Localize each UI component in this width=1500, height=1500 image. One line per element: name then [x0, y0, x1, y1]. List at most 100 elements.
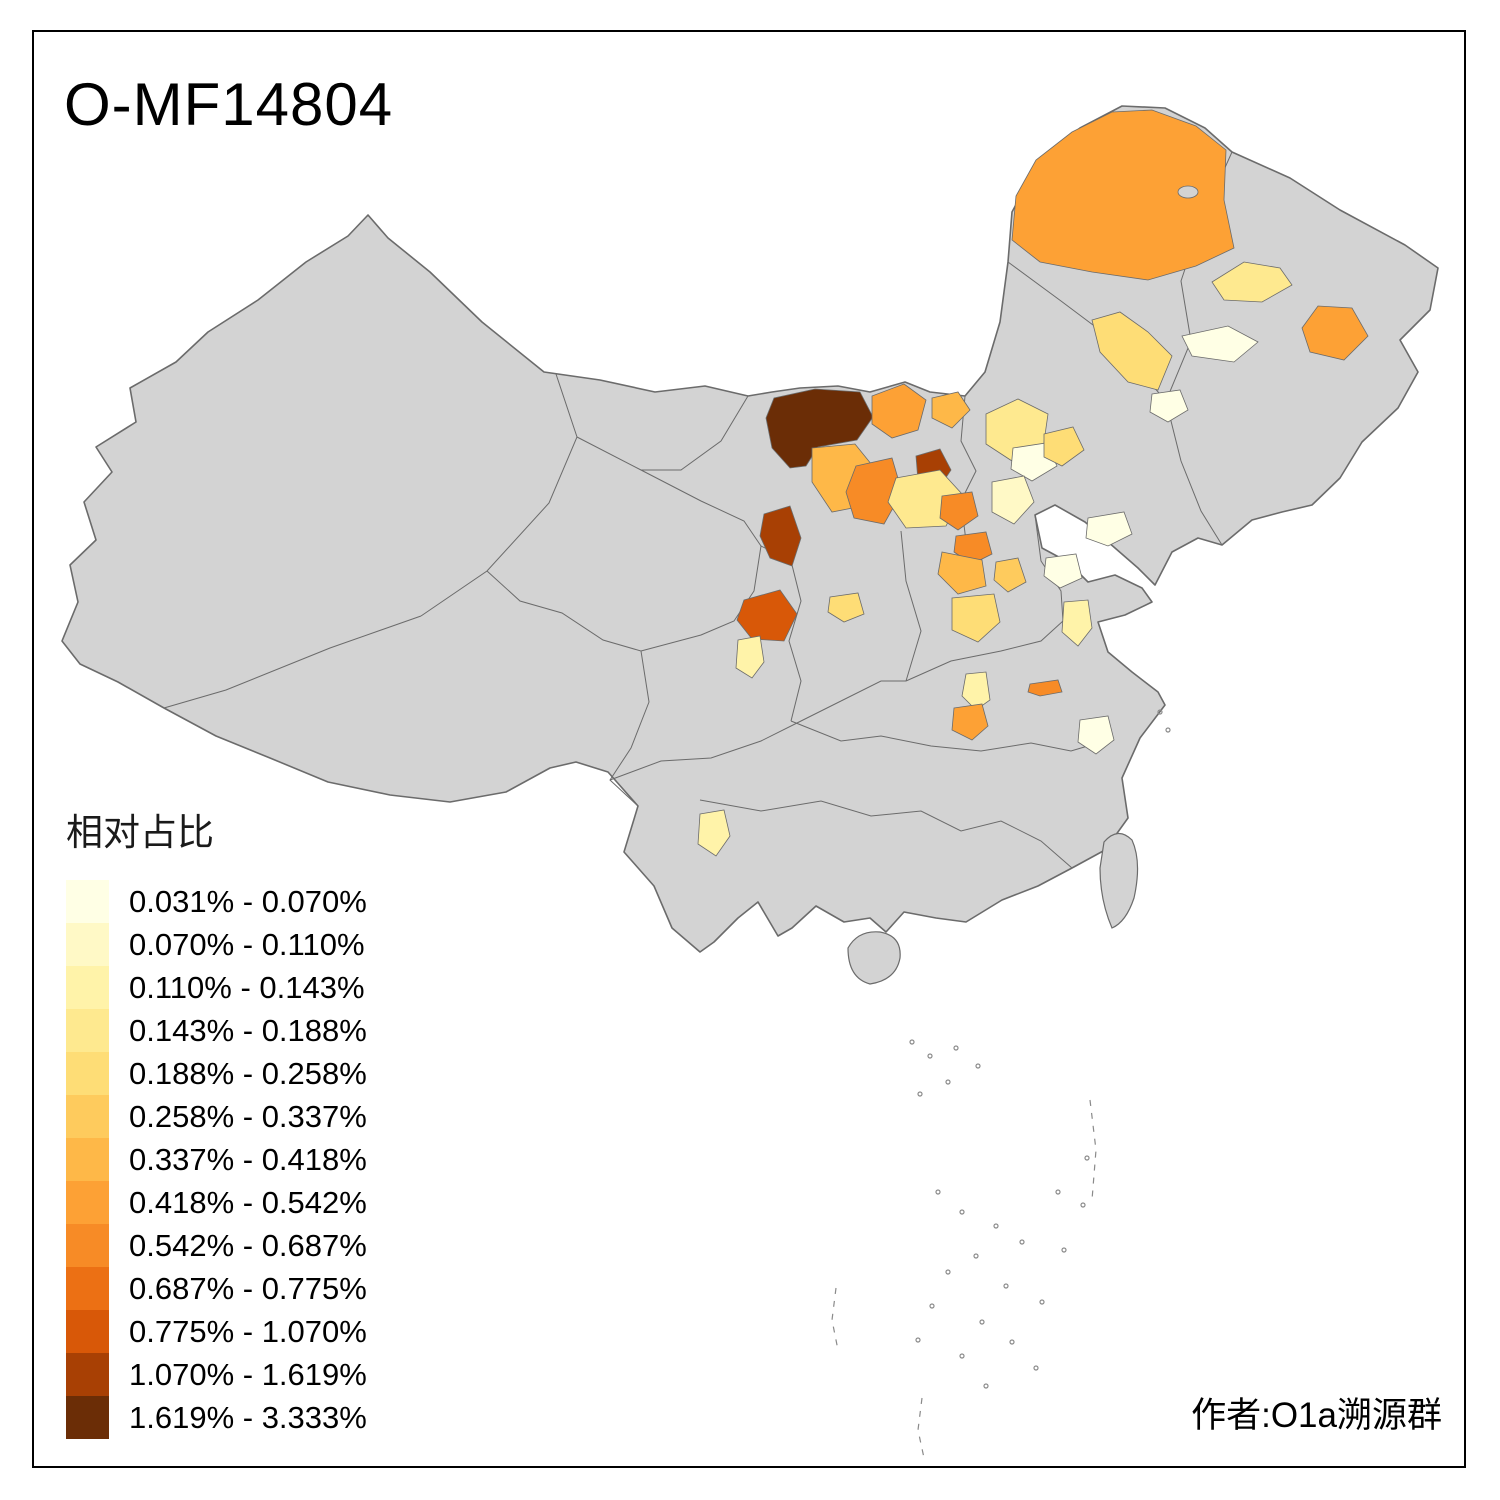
legend-title: 相对占比 [66, 812, 214, 853]
legend-swatch [66, 1396, 109, 1439]
choropleth-region [951, 593, 1001, 643]
province-border [641, 395, 749, 471]
sea-islet [935, 1189, 941, 1195]
choropleth-region [951, 703, 989, 741]
province-border [900, 530, 922, 682]
island-taiwan [1099, 832, 1139, 929]
legend-swatch [66, 1009, 109, 1052]
province-border [420, 373, 578, 617]
legend: 相对占比 0.031% - 0.070% 0.070% - 0.110% 0.110… [66, 802, 367, 1439]
choropleth-region [993, 557, 1027, 593]
legend-swatch [66, 880, 109, 923]
choropleth-region [939, 491, 979, 531]
sea-dashed-line [917, 1397, 925, 1459]
choropleth-region [961, 671, 991, 711]
legend-row: 0.258% - 0.337% [66, 1095, 367, 1138]
legend-label: 1.070% - 1.619% [129, 1356, 367, 1392]
legend-label: 0.687% - 0.775% [129, 1270, 367, 1306]
legend-row: 1.070% - 1.619% [66, 1353, 367, 1396]
legend-label: 0.542% - 0.687% [129, 1227, 367, 1263]
legend-swatch [66, 1267, 109, 1310]
sea-islet [959, 1209, 965, 1215]
legend-row: 0.070% - 0.110% [66, 923, 367, 966]
sea-islet [1009, 1339, 1015, 1345]
choropleth-region [931, 391, 971, 429]
choropleth-region [1091, 311, 1173, 391]
choropleth-region [736, 589, 798, 642]
choropleth-region [1149, 389, 1189, 423]
legend-label: 0.031% - 0.070% [129, 883, 367, 919]
legend-swatch [66, 1095, 109, 1138]
choropleth-region [1043, 426, 1085, 467]
sea-islet [1157, 709, 1163, 715]
sea-islet [973, 1253, 979, 1259]
legend-label: 0.070% - 0.110% [129, 926, 365, 962]
choropleth-region [871, 383, 927, 439]
sea-islet [945, 1269, 951, 1275]
legend-swatch [66, 1353, 109, 1396]
legend-label: 1.619% - 3.333% [129, 1399, 367, 1435]
sea-islet [1165, 727, 1171, 733]
choropleth-region [1301, 305, 1369, 361]
sea-islet [993, 1223, 999, 1229]
sea-islet [909, 1039, 915, 1045]
choropleth-region [1027, 679, 1063, 697]
legend-row: 0.110% - 0.143% [66, 966, 367, 1009]
sea-islet [929, 1303, 935, 1309]
sea-islet [917, 1091, 923, 1097]
legend-label: 0.258% - 0.337% [129, 1098, 367, 1134]
sea-islet [1080, 1202, 1086, 1208]
sea-islet [945, 1079, 951, 1085]
sea-islet [979, 1319, 985, 1325]
sea-islet [1033, 1365, 1039, 1371]
province-border [699, 799, 1073, 869]
sea-dashed-line [1089, 1099, 1097, 1201]
sea-islet [927, 1053, 933, 1059]
choropleth-region [1011, 109, 1235, 281]
sea-islet [953, 1045, 959, 1051]
choropleth-region [697, 809, 731, 857]
legend-label: 0.337% - 0.418% [129, 1141, 367, 1177]
choropleth-region [827, 592, 865, 623]
legend-label: 0.418% - 0.542% [129, 1184, 367, 1220]
sea-islet [975, 1063, 981, 1069]
legend-row: 0.775% - 1.070% [66, 1310, 367, 1353]
sea-islet [983, 1383, 989, 1389]
choropleth-region [1211, 261, 1293, 303]
legend-label: 0.775% - 1.070% [129, 1313, 367, 1349]
sea-islet [1061, 1247, 1067, 1253]
choropleth-region [1181, 325, 1259, 363]
choropleth-region [759, 505, 802, 567]
province-border [609, 700, 842, 781]
legend-row: 0.418% - 0.542% [66, 1181, 367, 1224]
province-border [163, 615, 422, 709]
sea-islet [1055, 1189, 1061, 1195]
legend-label: 0.110% - 0.143% [129, 969, 365, 1005]
province-border [840, 680, 906, 702]
legend-row: 0.143% - 0.188% [66, 1009, 367, 1052]
province-border [576, 436, 762, 547]
legend-row: 0.687% - 0.775% [66, 1267, 367, 1310]
choropleth-region [1077, 715, 1115, 755]
sea-islet [1084, 1155, 1090, 1161]
legend-label: 0.188% - 0.258% [129, 1055, 367, 1091]
legend-row: 0.542% - 0.687% [66, 1224, 367, 1267]
choropleth-region [1043, 553, 1083, 589]
province-border [790, 720, 1109, 752]
lake [1177, 185, 1199, 199]
legend-swatch [66, 1181, 109, 1224]
legend-label: 0.143% - 0.188% [129, 1012, 367, 1048]
legend-swatch [66, 1310, 109, 1353]
legend-swatch [66, 1224, 109, 1267]
page-title: O-MF14804 [64, 71, 394, 138]
choropleth-region [991, 475, 1035, 525]
province-border [905, 620, 1064, 682]
choropleth-region [765, 388, 874, 469]
legend-swatch [66, 923, 109, 966]
attribution-text: 作者:O1a溯源群 [1191, 1396, 1442, 1435]
sea-islet [959, 1353, 965, 1359]
choropleth-region [1061, 599, 1093, 647]
legend-row: 0.337% - 0.418% [66, 1138, 367, 1181]
legend-row: 0.188% - 0.258% [66, 1052, 367, 1095]
